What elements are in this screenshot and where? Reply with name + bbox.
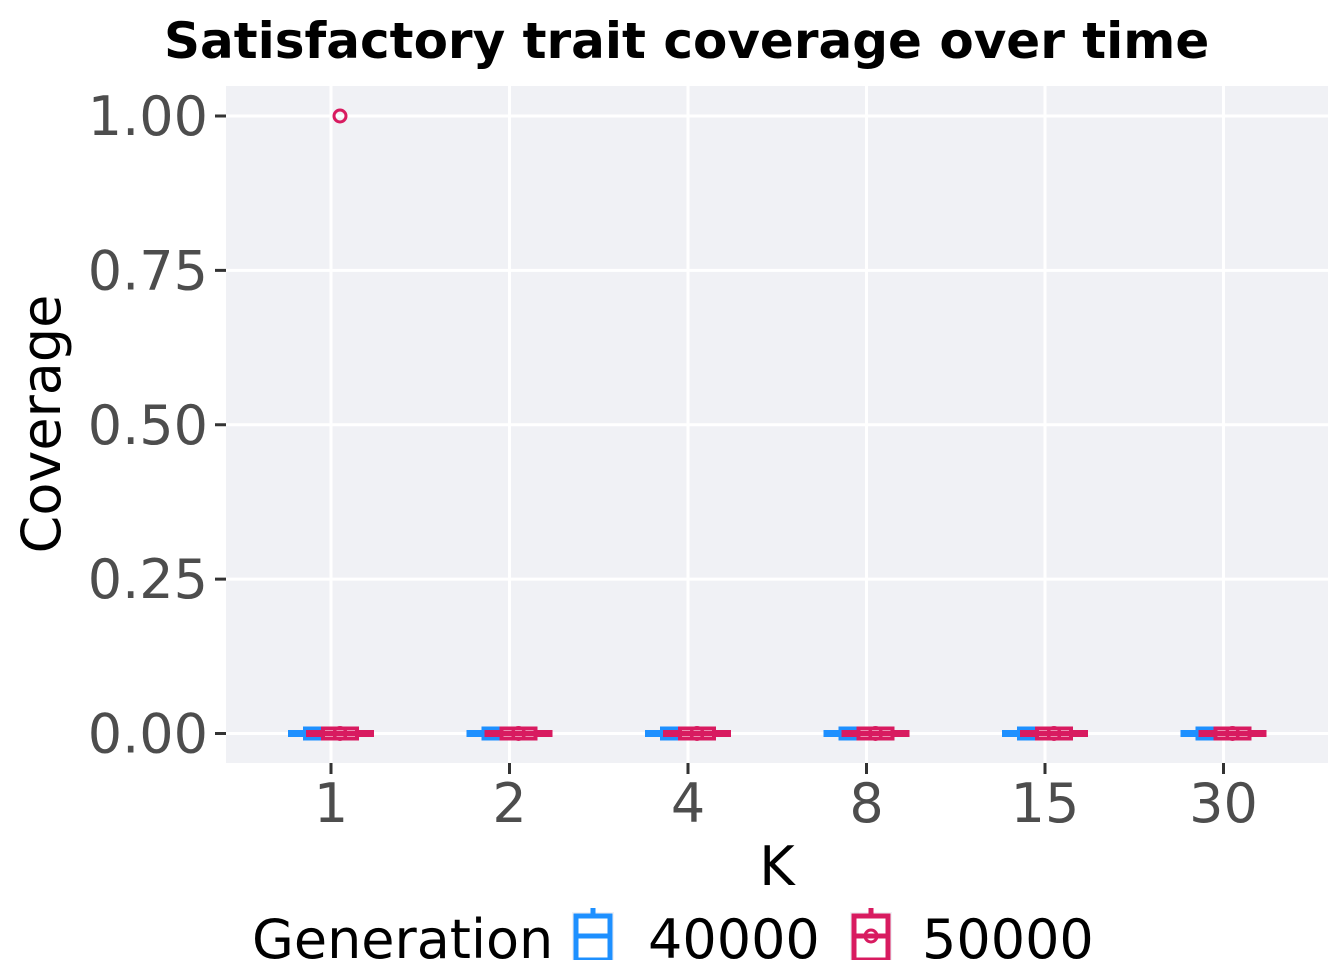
- chart-title: Satisfactory trait coverage over time: [164, 12, 1209, 70]
- x-tick-label: 4: [671, 772, 705, 835]
- grid-lines: [226, 86, 1328, 763]
- y-tick-label: 0.00: [88, 703, 208, 766]
- outlier-point: [511, 726, 526, 741]
- x-tick-label: 1: [314, 772, 348, 835]
- box-marks: [288, 108, 1267, 741]
- x-axis-title: K: [759, 835, 796, 898]
- x-tick-label: 8: [849, 772, 883, 835]
- y-tick-label: 0.50: [88, 394, 208, 457]
- outlier-point: [332, 108, 348, 124]
- legend-entry-label: 40000: [648, 908, 820, 960]
- legend-entry-label: 50000: [922, 908, 1094, 960]
- legend-title: Generation: [252, 908, 553, 960]
- y-axis-title: Coverage: [10, 295, 73, 554]
- outlier-point: [868, 726, 883, 741]
- y-axis: 0.00 0.25 0.50 0.75 1.00: [88, 85, 226, 766]
- y-tick-label: 0.25: [88, 548, 208, 611]
- x-tick-label: 15: [1011, 772, 1080, 835]
- outlier-point: [689, 726, 705, 741]
- legend-key-outlier: [863, 928, 879, 944]
- y-tick-label: 0.75: [88, 239, 208, 302]
- outlier-point: [1046, 726, 1062, 741]
- legend: Generation 40000 50000: [252, 908, 1094, 960]
- outlier-point: [332, 726, 348, 741]
- x-tick-label: 30: [1189, 772, 1258, 835]
- y-tick-label: 1.00: [88, 85, 208, 148]
- outlier-point: [1225, 726, 1240, 741]
- x-axis: 1 2 4 8 15 30: [314, 763, 1258, 835]
- x-tick-label: 2: [492, 772, 526, 835]
